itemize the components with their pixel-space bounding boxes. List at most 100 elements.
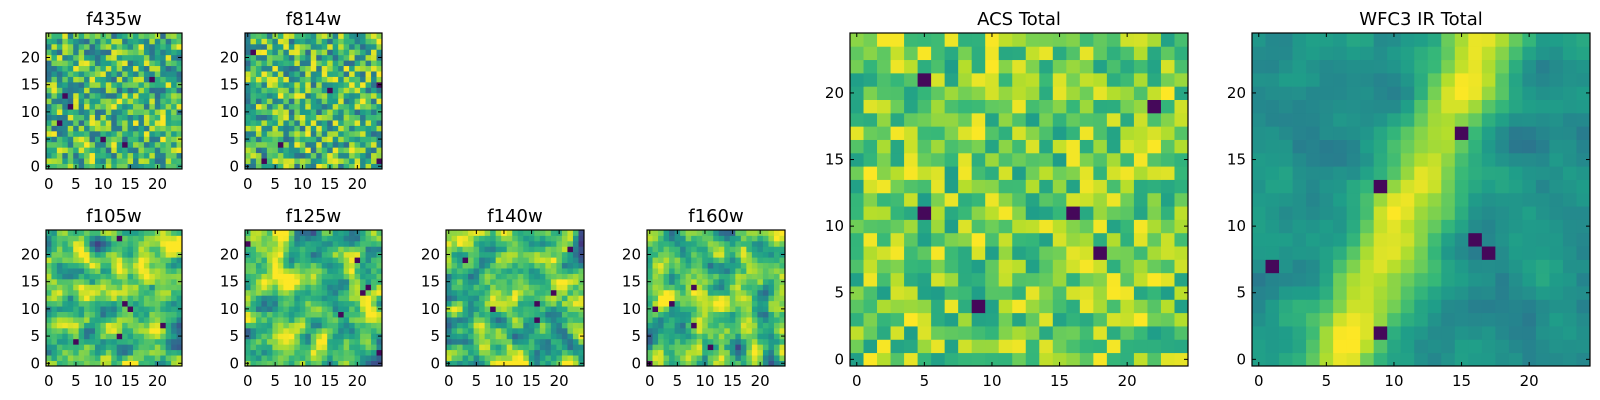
heatmap-cell [122,268,128,274]
heatmap-cell [94,349,101,356]
heatmap-cell [691,246,698,253]
heatmap-cell [572,344,579,351]
heatmap-cell [176,71,183,77]
heatmap-cell [567,289,574,296]
heatmap-cell [545,240,552,247]
heatmap-cell [523,317,530,323]
heatmap-cell [354,240,361,247]
heatmap-cell [685,344,692,351]
heatmap-cell [261,81,268,88]
heatmap-cell [1039,352,1054,367]
heatmap-cell [578,235,585,242]
heatmap-cell [534,317,541,323]
heatmap-cell [457,278,463,285]
heatmap-cell [272,246,279,253]
heatmap-cell [327,136,334,143]
heatmap-cell [245,43,251,50]
heatmap-cell [1120,72,1135,87]
heatmap-cell [773,268,780,274]
heatmap-cell [702,240,709,247]
heatmap-cell [528,333,535,340]
heatmap-cell [143,355,150,361]
heatmap-cell [299,158,306,164]
heatmap-cell [663,338,670,345]
heatmap-cell [1160,206,1175,220]
heatmap-cell [100,235,107,242]
heatmap-cell [277,65,284,72]
heatmap-cell [67,322,74,329]
heatmap-cell [165,295,172,302]
heatmap-cell [1066,192,1081,207]
heatmap-cell [321,344,328,351]
heatmap-cell [288,65,295,72]
heatmap-cell [1306,206,1320,220]
heatmap-cell [321,240,328,247]
heatmap-cell [288,49,295,56]
heatmap-cell [78,141,85,148]
heatmap-cell [779,295,786,302]
heatmap-cell [479,360,486,367]
heatmap-cell [371,311,377,318]
heatmap-cell [255,147,262,154]
heatmap-cell [534,338,541,345]
heatmap-cell [294,87,301,94]
heatmap-cell [272,38,279,45]
heatmap-cell [89,311,96,318]
heatmap-cell [850,272,864,287]
heatmap-cell [1279,326,1293,340]
heatmap-cell [1427,219,1442,234]
heatmap-cell [1093,219,1108,234]
heatmap-cell [100,246,107,253]
heatmap-cell [663,251,670,258]
heatmap-cell [1079,219,1094,234]
heatmap-cell [539,284,546,291]
heatmap-cell [479,295,486,302]
heatmap-cell [550,327,557,334]
heatmap-cell [1292,286,1307,300]
heatmap-cell [1522,299,1537,314]
heatmap-cell [143,284,150,291]
heatmap-cell [73,268,80,274]
heatmap-cell [707,230,714,236]
heatmap-cell [294,92,301,99]
heatmap-cell [735,360,742,367]
heatmap-cell [658,355,664,361]
heatmap-cell [176,43,183,50]
heatmap-cell [729,300,736,307]
heatmap-cell [327,240,334,247]
heatmap-cell [658,311,664,318]
heatmap-cell [1079,192,1094,207]
heatmap-cell [343,43,350,50]
heatmap-cell [1495,246,1510,260]
heatmap-cell [658,322,664,329]
heatmap-cell [321,103,328,110]
heatmap-cell [332,273,339,280]
heatmap-cell [89,327,96,334]
heatmap-cell [266,262,273,269]
heatmap-cell [294,322,301,329]
heatmap-cell [272,43,279,50]
heatmap-cell [365,311,372,318]
heatmap-cell [1508,312,1523,327]
heatmap-cell [740,268,747,274]
heatmap-cell [751,257,758,264]
heatmap-cell [1508,219,1523,234]
heatmap-cell [376,87,383,94]
heatmap-cell [255,152,262,159]
heatmap-cell [250,43,257,50]
heatmap-cell [528,251,535,258]
heatmap-cell [316,71,323,77]
heatmap-cell [250,295,257,302]
heatmap-cell [691,306,698,312]
heatmap-cell [1279,259,1293,274]
heatmap-cell [685,349,692,356]
heatmap-cell [468,338,474,345]
heatmap-cell [73,147,80,154]
heatmap-cell [89,246,96,253]
heatmap-cell [138,355,145,361]
heatmap-cell [143,289,150,296]
heatmap-cell [944,312,959,327]
heatmap-cell [321,130,328,137]
heatmap-cell [1252,286,1266,300]
heatmap-cell [904,246,918,260]
